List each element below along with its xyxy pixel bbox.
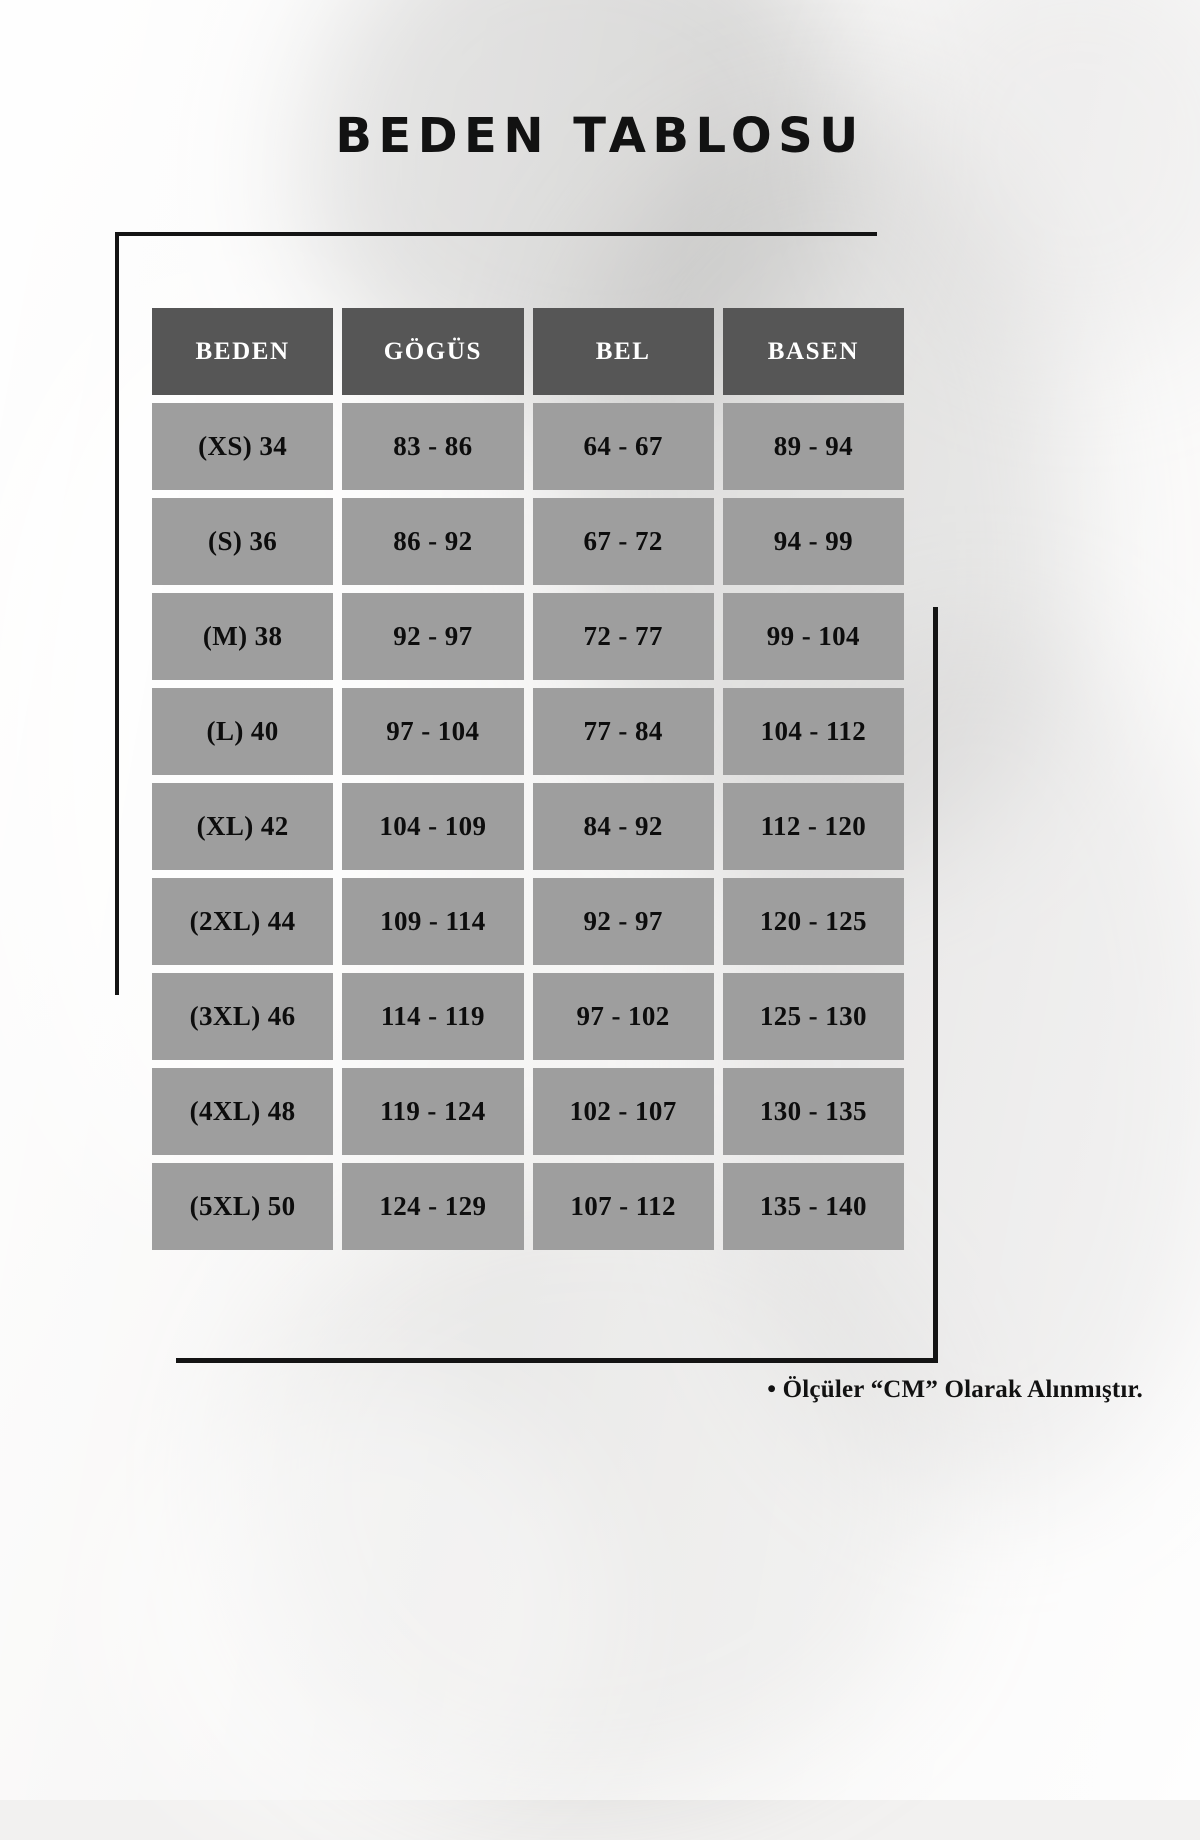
cell-basen: 120 - 125 [722,878,904,965]
size-chart-page: BEDEN TABLOSU BEDEN GÖGÜS BEL BASEN (XS)… [115,108,1143,1403]
cell-beden: (S) 36 [152,498,334,585]
page-title: BEDEN TABLOSU [335,108,865,164]
cell-bel: 107 - 112 [532,1163,714,1250]
frame-right-rule [933,607,938,1362]
table-row: (3XL) 46 114 - 119 97 - 102 125 - 130 [152,973,904,1060]
cell-basen: 89 - 94 [722,403,904,490]
cell-bel: 102 - 107 [532,1068,714,1155]
cell-bel: 77 - 84 [532,688,714,775]
table-row: (M) 38 92 - 97 72 - 77 99 - 104 [152,593,904,680]
column-header-gogus: GÖGÜS [342,308,524,395]
cell-gogus: 92 - 97 [342,593,524,680]
column-header-bel: BEL [532,308,714,395]
cell-beden: (4XL) 48 [152,1068,334,1155]
cell-gogus: 86 - 92 [342,498,524,585]
table-row: (L) 40 97 - 104 77 - 84 104 - 112 [152,688,904,775]
table-row: (5XL) 50 124 - 129 107 - 112 135 - 140 [152,1163,904,1250]
table-row: (XS) 34 83 - 86 64 - 67 89 - 94 [152,403,904,490]
table-header-row: BEDEN GÖGÜS BEL BASEN [152,308,904,395]
cell-beden: (3XL) 46 [152,973,334,1060]
cell-bel: 67 - 72 [532,498,714,585]
cell-basen: 130 - 135 [722,1068,904,1155]
size-table: BEDEN GÖGÜS BEL BASEN (XS) 34 83 - 86 64… [143,300,913,1258]
cell-basen: 112 - 120 [722,783,904,870]
frame-left-rule [115,232,119,995]
column-header-basen: BASEN [722,308,904,395]
table-header: BEDEN GÖGÜS BEL BASEN [152,308,904,395]
cell-gogus: 119 - 124 [342,1068,524,1155]
cell-gogus: 114 - 119 [342,973,524,1060]
frame-bottom-rule [176,1358,938,1363]
frame-top-rule [117,232,877,236]
cell-beden: (XS) 34 [152,403,334,490]
unit-note: • Ölçüler “CM” Olarak Alınmıştır. [767,1376,1143,1403]
cell-basen: 104 - 112 [722,688,904,775]
cell-beden: (2XL) 44 [152,878,334,965]
table-row: (XL) 42 104 - 109 84 - 92 112 - 120 [152,783,904,870]
cell-gogus: 104 - 109 [342,783,524,870]
cell-basen: 94 - 99 [722,498,904,585]
column-header-beden: BEDEN [152,308,334,395]
cell-gogus: 97 - 104 [342,688,524,775]
cell-basen: 99 - 104 [722,593,904,680]
cell-basen: 125 - 130 [722,973,904,1060]
table-row: (S) 36 86 - 92 67 - 72 94 - 99 [152,498,904,585]
cell-bel: 64 - 67 [532,403,714,490]
cell-beden: (M) 38 [152,593,334,680]
table-row: (4XL) 48 119 - 124 102 - 107 130 - 135 [152,1068,904,1155]
cell-bel: 84 - 92 [532,783,714,870]
cell-gogus: 124 - 129 [342,1163,524,1250]
table-row: (2XL) 44 109 - 114 92 - 97 120 - 125 [152,878,904,965]
cell-basen: 135 - 140 [722,1163,904,1250]
cell-beden: (L) 40 [152,688,334,775]
cell-bel: 92 - 97 [532,878,714,965]
cell-beden: (XL) 42 [152,783,334,870]
cell-bel: 72 - 77 [532,593,714,680]
table-body: (XS) 34 83 - 86 64 - 67 89 - 94 (S) 36 8… [152,403,904,1250]
cell-gogus: 83 - 86 [342,403,524,490]
cell-bel: 97 - 102 [532,973,714,1060]
cell-beden: (5XL) 50 [152,1163,334,1250]
cell-gogus: 109 - 114 [342,878,524,965]
